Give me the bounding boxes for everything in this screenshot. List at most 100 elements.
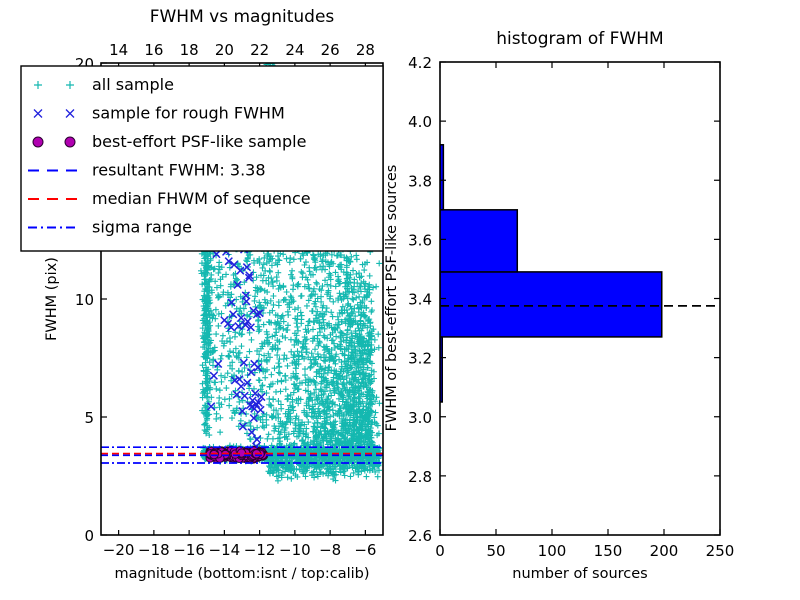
scatter-point-plus bbox=[291, 440, 298, 447]
scatter-point-plus bbox=[210, 312, 217, 319]
scatter-point-plus bbox=[329, 461, 336, 468]
scatter-point-plus bbox=[251, 410, 258, 417]
scatter-point-plus bbox=[332, 388, 339, 395]
legend-item[interactable]: all sample bbox=[34, 75, 174, 94]
scatter-point-plus bbox=[275, 398, 282, 405]
scatter-point-plus bbox=[205, 345, 212, 352]
scatter-point-plus bbox=[284, 308, 291, 315]
scatter-point-plus bbox=[335, 295, 342, 302]
scatter-point-plus bbox=[239, 368, 246, 375]
scatter-point-plus bbox=[307, 364, 314, 371]
scatter-point-plus bbox=[314, 295, 321, 302]
scatter-point-plus bbox=[199, 380, 206, 387]
scatter-point-plus bbox=[343, 331, 350, 338]
legend-item[interactable]: sample for rough FWHM bbox=[33, 104, 285, 123]
scatter-point-plus bbox=[215, 322, 222, 329]
scatter-point-plus bbox=[258, 358, 265, 365]
scatter-point-plus bbox=[297, 422, 304, 429]
scatter-point-plus bbox=[276, 257, 283, 264]
scatter-point-plus bbox=[278, 472, 285, 479]
scatter-point-plus bbox=[313, 394, 320, 401]
scatter-point-plus bbox=[277, 284, 284, 291]
scatter-point-plus bbox=[260, 368, 267, 375]
scatter-point-plus bbox=[228, 415, 235, 422]
scatter-point-plus bbox=[338, 338, 345, 345]
scatter-point-plus bbox=[251, 385, 258, 392]
scatter-point-plus bbox=[256, 305, 263, 312]
scatter-point-plus bbox=[314, 397, 321, 404]
scatter-point-plus bbox=[288, 348, 295, 355]
scatter-point-plus bbox=[294, 282, 301, 289]
scatter-point-plus bbox=[332, 353, 339, 360]
scatter-point-plus bbox=[340, 381, 347, 388]
scatter-point-plus bbox=[336, 402, 343, 409]
legend-item[interactable]: sigma range bbox=[28, 218, 192, 237]
scatter-point-plus bbox=[275, 325, 282, 332]
scatter-point-plus bbox=[349, 321, 356, 328]
scatter-point-plus bbox=[312, 257, 319, 264]
right-y-tick-label: 4.2 bbox=[408, 54, 432, 72]
scatter-point-plus bbox=[206, 411, 213, 418]
scatter-point-plus bbox=[280, 318, 287, 325]
scatter-point-plus bbox=[336, 412, 343, 419]
scatter-point-plus bbox=[349, 422, 356, 429]
scatter-point-plus bbox=[366, 348, 373, 355]
scatter-point-plus bbox=[298, 353, 305, 360]
legend-item[interactable]: best-effort PSF-like sample bbox=[32, 132, 306, 151]
scatter-point-plus bbox=[290, 354, 297, 361]
scatter-point-plus bbox=[368, 371, 375, 378]
scatter-point-plus bbox=[324, 281, 331, 288]
scatter-point-plus bbox=[317, 423, 324, 430]
scatter-point-plus bbox=[203, 265, 210, 272]
scatter-point-plus bbox=[354, 467, 361, 474]
scatter-point-plus bbox=[295, 356, 302, 363]
scatter-point-plus bbox=[205, 324, 212, 331]
scatter-point-plus bbox=[350, 414, 357, 421]
legend-item[interactable]: median FHWM of sequence bbox=[28, 189, 311, 208]
scatter-point-plus bbox=[340, 295, 347, 302]
legend-item[interactable]: resultant FWHM: 3.38 bbox=[28, 161, 266, 180]
scatter-point-plus bbox=[351, 305, 358, 312]
scatter-point-cross bbox=[238, 422, 248, 431]
left-x-bottom-tick-label: −8 bbox=[319, 541, 341, 559]
scatter-point-plus bbox=[282, 424, 289, 431]
scatter-point-plus bbox=[374, 463, 381, 470]
scatter-point-plus bbox=[265, 431, 272, 438]
right-y-tick-label: 3.2 bbox=[408, 350, 432, 368]
scatter-point-plus bbox=[264, 435, 271, 442]
scatter-point-plus bbox=[334, 252, 341, 259]
scatter-point-plus bbox=[312, 264, 319, 271]
scatter-point-plus bbox=[348, 381, 355, 388]
scatter-point-cross bbox=[238, 406, 247, 416]
scatter-point-plus bbox=[257, 386, 264, 393]
scatter-point-plus bbox=[307, 293, 314, 300]
scatter-point-plus bbox=[289, 267, 296, 274]
scatter-point-plus bbox=[200, 344, 207, 351]
scatter-point-plus bbox=[277, 440, 284, 447]
scatter-point-plus bbox=[202, 311, 209, 318]
scatter-point-plus bbox=[263, 416, 270, 423]
scatter-point-plus bbox=[327, 276, 334, 283]
scatter-point-plus bbox=[290, 430, 297, 437]
scatter-point-plus bbox=[337, 431, 344, 438]
scatter-point-plus bbox=[336, 290, 343, 297]
scatter-point-plus bbox=[232, 409, 239, 416]
scatter-point-plus bbox=[319, 283, 326, 290]
scatter-point-plus bbox=[361, 347, 368, 354]
scatter-point-plus bbox=[324, 321, 331, 328]
scatter-point-cross bbox=[227, 298, 236, 307]
scatter-point-plus bbox=[376, 400, 383, 407]
scatter-point-plus bbox=[296, 466, 303, 473]
scatter-point-cross bbox=[248, 402, 257, 411]
scatter-point-plus bbox=[375, 331, 382, 338]
scatter-point-plus bbox=[264, 289, 271, 296]
scatter-point-plus bbox=[290, 286, 297, 293]
scatter-point-plus bbox=[291, 381, 298, 388]
scatter-point-plus bbox=[204, 318, 211, 325]
scatter-point-cross bbox=[33, 109, 43, 118]
scatter-point-plus bbox=[248, 336, 255, 343]
scatter-point-plus bbox=[260, 410, 267, 417]
scatter-point-plus bbox=[332, 283, 339, 290]
scatter-point-plus bbox=[268, 262, 275, 269]
